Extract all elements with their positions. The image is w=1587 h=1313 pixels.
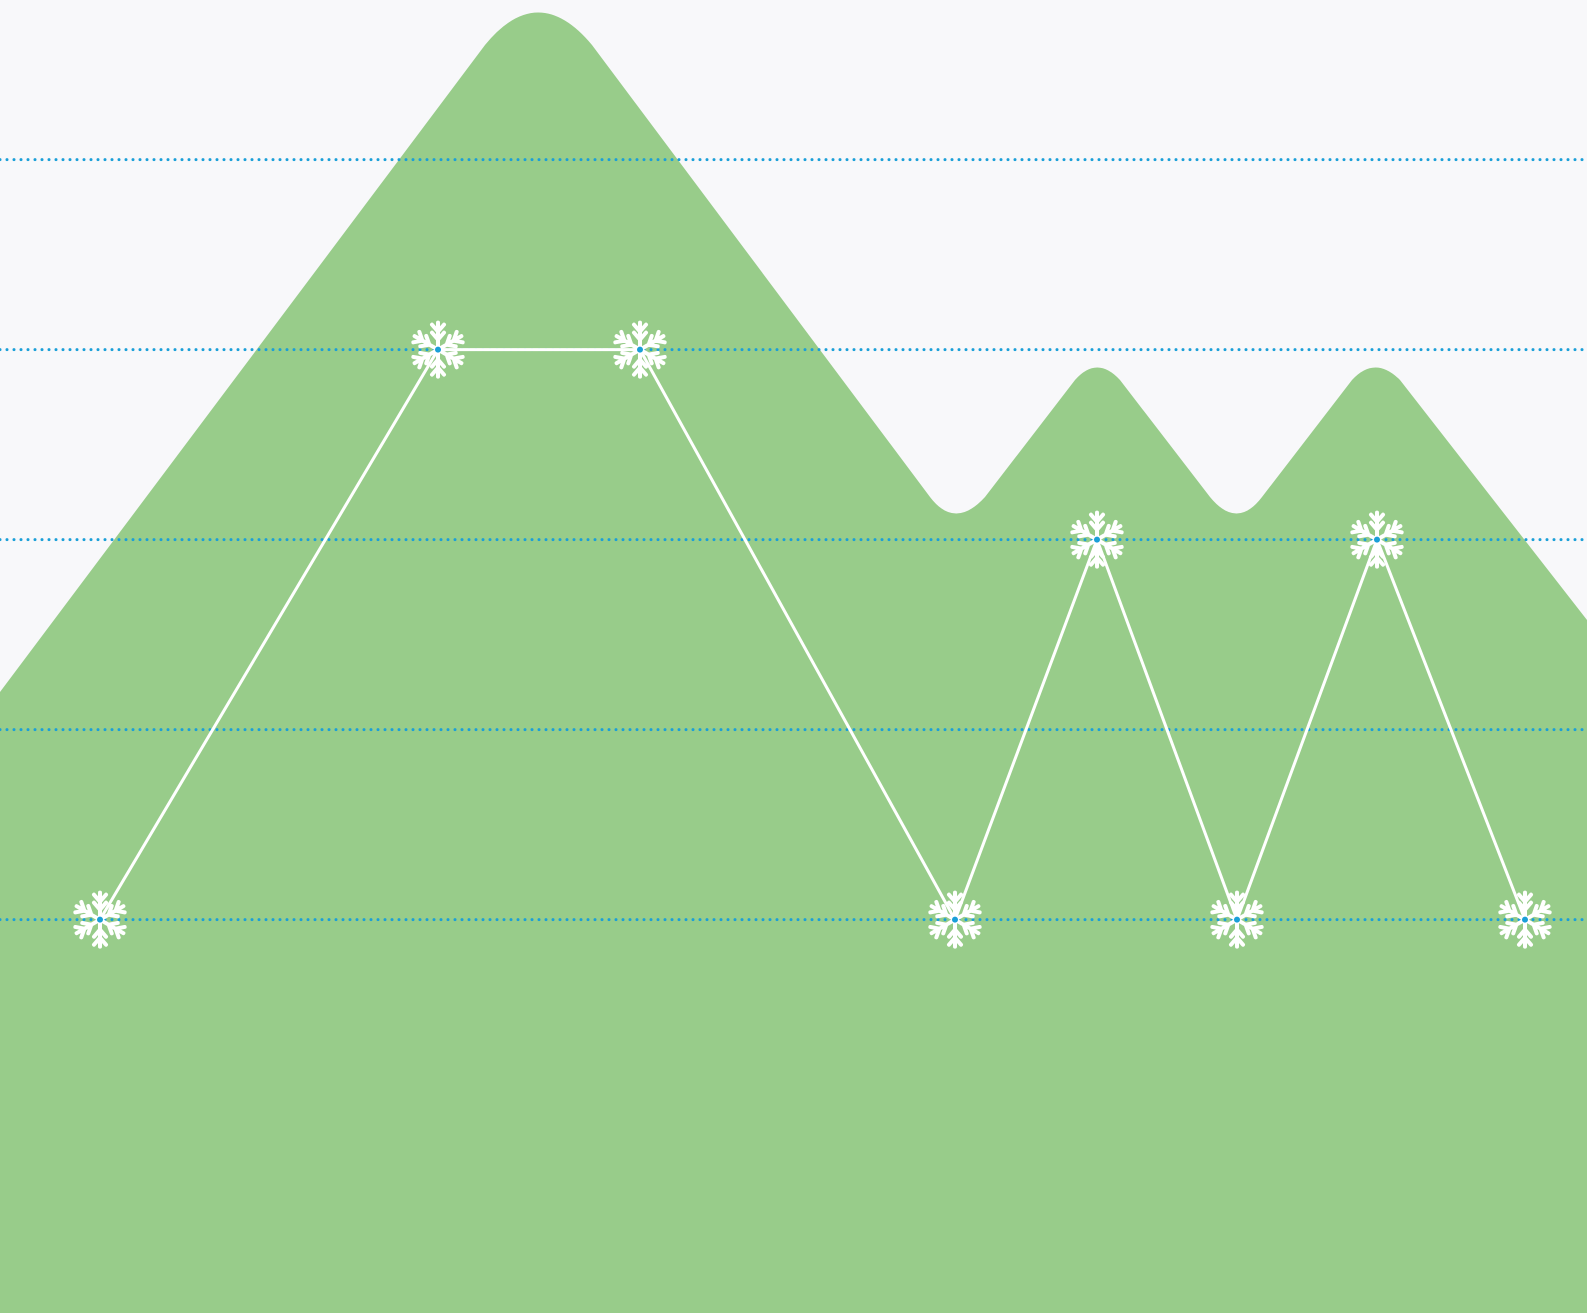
snowflake-point xyxy=(411,320,465,379)
snowflake-center xyxy=(1234,916,1240,923)
snowflake xyxy=(1350,510,1404,569)
snowflake xyxy=(613,320,667,379)
snowflake-point xyxy=(1210,890,1264,949)
snowflake-center xyxy=(637,346,643,353)
snowflake xyxy=(1210,890,1264,949)
snowflake xyxy=(411,320,465,379)
snowflake xyxy=(1070,510,1124,569)
snowflake-point xyxy=(1070,510,1124,569)
snowflake-center xyxy=(952,916,958,923)
mountains xyxy=(0,12,1587,1313)
snowflake-center xyxy=(1094,536,1100,543)
snowflake-point xyxy=(1498,890,1552,949)
snowflake xyxy=(1498,890,1552,949)
snowflake-point xyxy=(1350,510,1404,569)
snowflake-center xyxy=(97,916,103,923)
snowflake xyxy=(928,890,982,949)
snowflake-point xyxy=(613,320,667,379)
line xyxy=(98,348,1527,925)
snowflake-point xyxy=(73,890,127,949)
snowflake xyxy=(73,890,127,949)
snowflake-center xyxy=(1522,916,1528,923)
snowflake-center xyxy=(435,346,441,353)
snowflake-center xyxy=(1374,536,1380,543)
snowflake-point xyxy=(928,890,982,949)
